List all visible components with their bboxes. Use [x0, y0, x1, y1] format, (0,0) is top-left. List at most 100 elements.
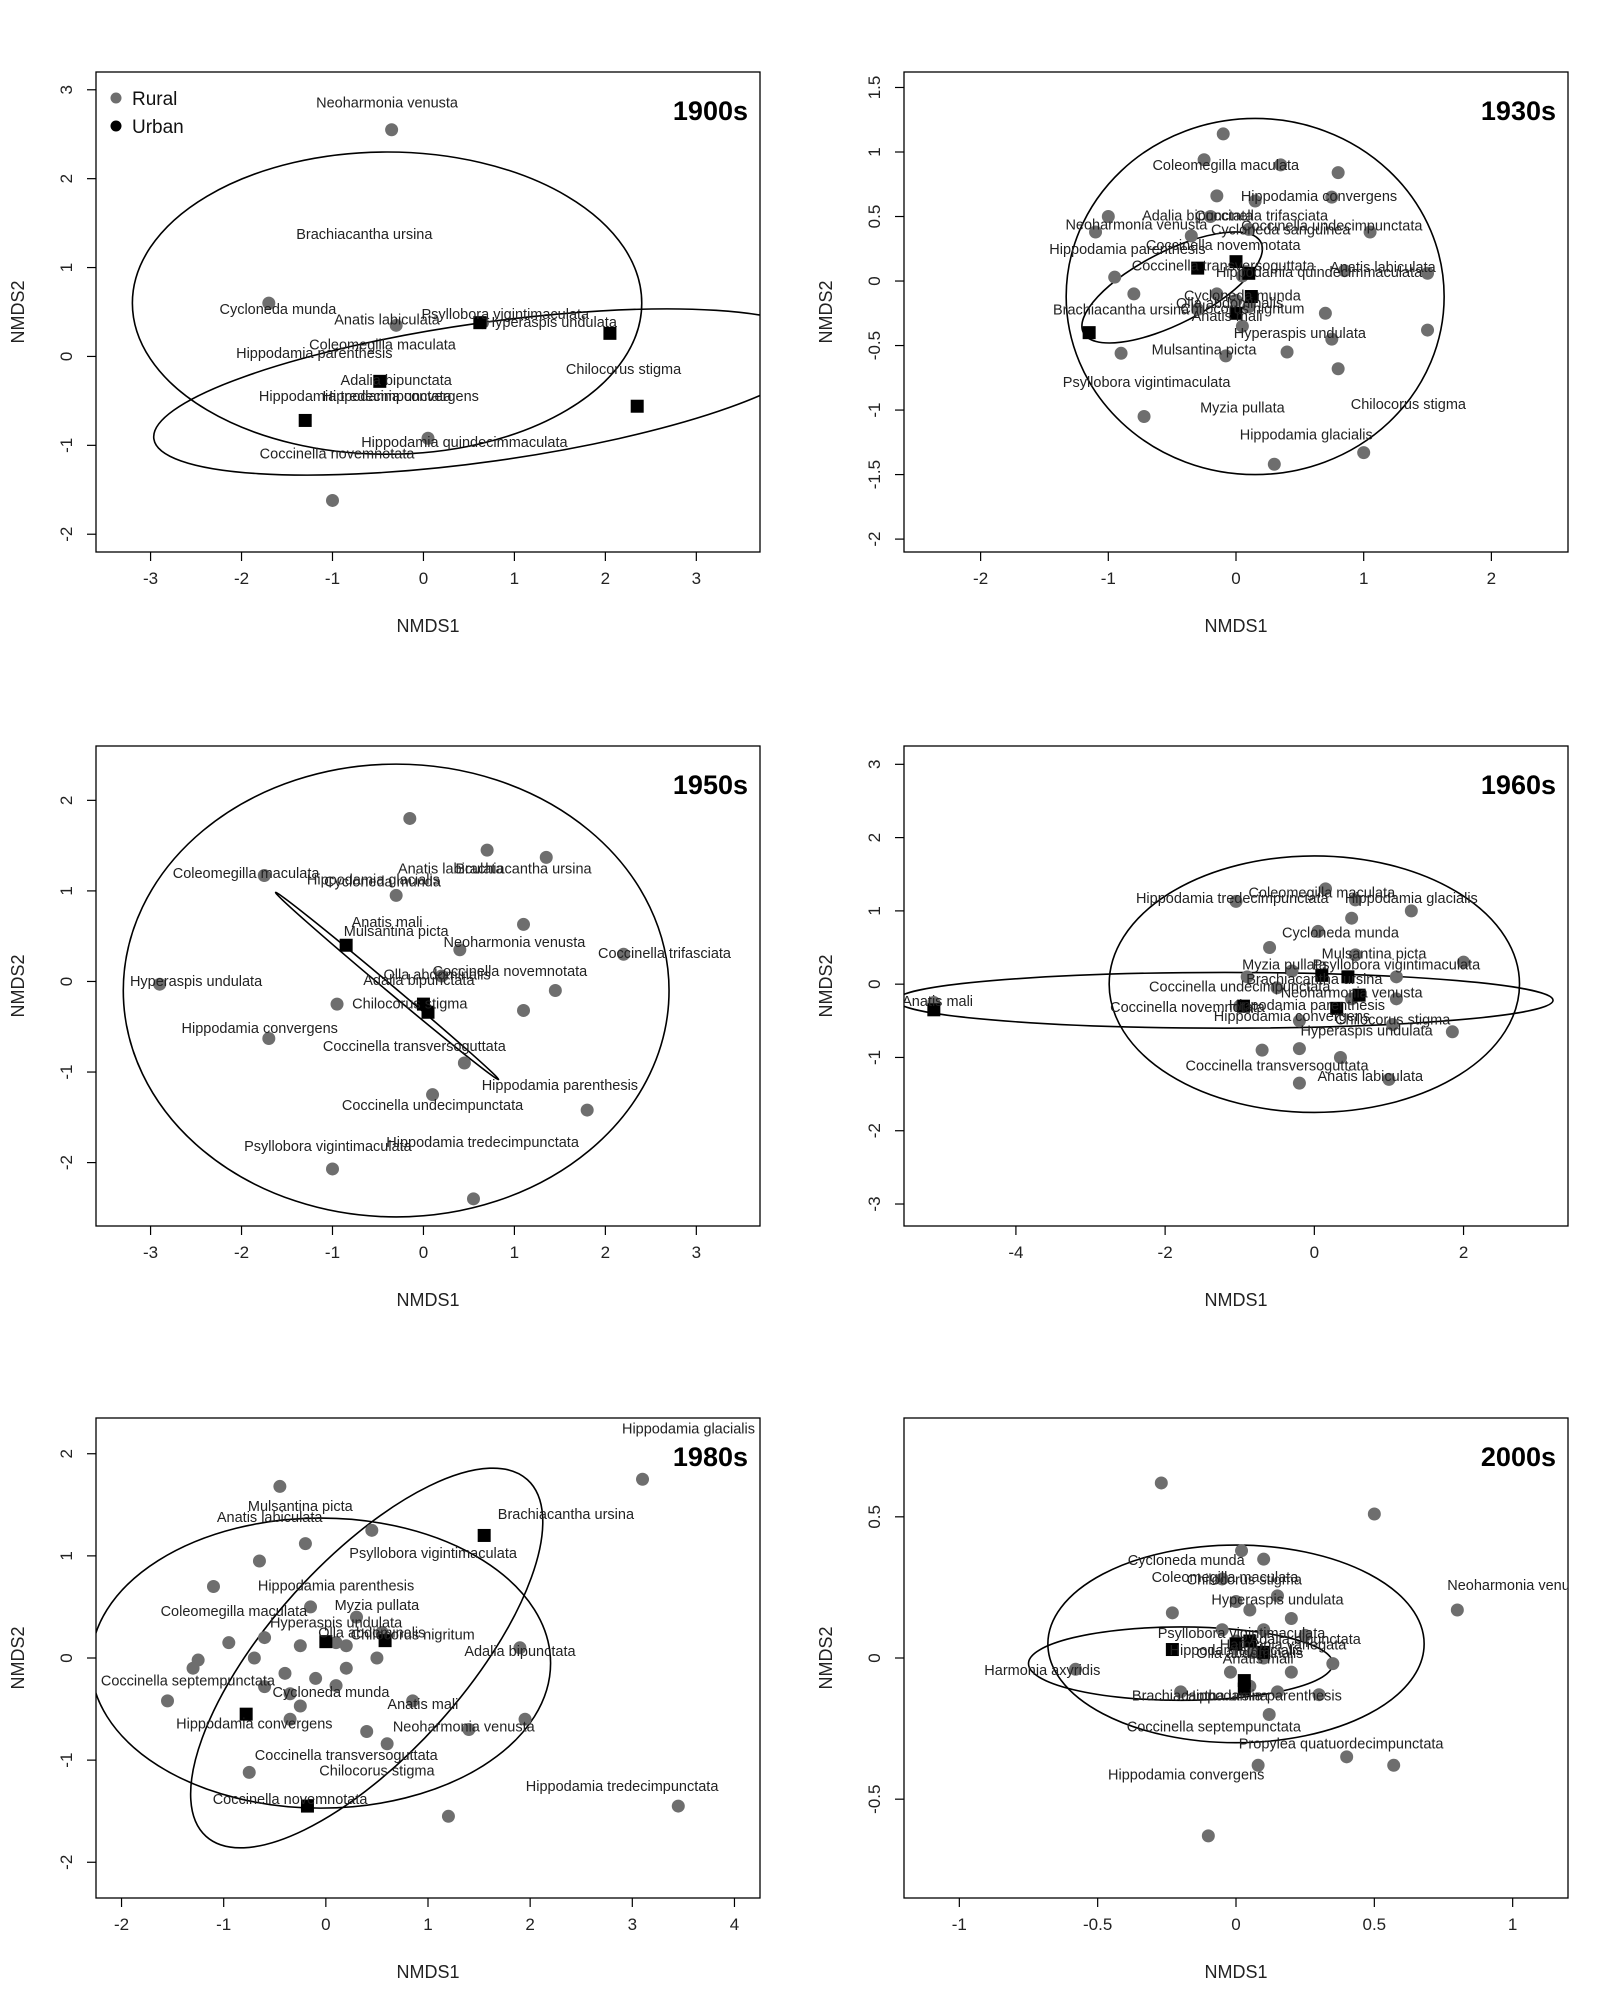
species-label: Coccinella transversoguttata — [323, 1039, 507, 1055]
urban-point — [1229, 255, 1243, 269]
x-axis-label: NMDS1 — [1204, 1290, 1267, 1310]
species-label: Myzia pullata — [1242, 958, 1328, 974]
panel-1960s: -4 -2 0 2 -3 -2 -1 0 1 2 3 NMDS1 NMDS2 Coleomegilla m… — [816, 745, 1569, 1310]
y-tick-label: 0 — [865, 276, 884, 285]
rural-point — [1203, 210, 1217, 224]
rural-point — [252, 1554, 266, 1568]
rural-point — [1210, 189, 1224, 203]
rural-point — [360, 1725, 374, 1739]
rural-point — [517, 917, 531, 931]
x-tick-label: -1 — [216, 1915, 231, 1934]
rural-point — [441, 1809, 455, 1823]
rural-point — [539, 850, 553, 864]
rural-point — [1262, 1707, 1276, 1721]
rural-point — [153, 977, 167, 991]
rural-point — [1338, 264, 1352, 278]
y-tick-label: -1 — [865, 1050, 884, 1065]
x-tick-label: 0 — [419, 1243, 428, 1262]
species-label: Hyperaspis undulata — [1234, 326, 1367, 342]
x-tick-label: 3 — [692, 1243, 701, 1262]
rural-point — [1216, 127, 1230, 141]
species-label: Anatis mali — [1223, 1652, 1294, 1668]
rural-point — [1210, 287, 1224, 301]
urban-point — [373, 374, 387, 388]
rural-point — [462, 1722, 476, 1736]
rural-point — [349, 1610, 363, 1624]
urban-point — [339, 938, 353, 952]
rural-point — [1274, 158, 1288, 172]
rural-point — [1127, 287, 1141, 301]
rural-point — [206, 1580, 220, 1594]
species-label: Coccinella novemnotata — [1146, 238, 1302, 254]
species-label: Mulsantina picta — [1152, 343, 1258, 359]
x-tick-label: -1 — [325, 1243, 340, 1262]
rural-point — [421, 431, 435, 445]
y-tick-label: -2 — [57, 1855, 76, 1870]
rural-point — [1267, 457, 1281, 471]
species-label: Harmonia variegata — [1220, 1638, 1347, 1654]
rural-point — [1101, 210, 1115, 224]
x-tick-label: 0.5 — [1363, 1915, 1387, 1934]
species-label: Cycloneda munda — [273, 1685, 391, 1701]
x-tick-label: 2 — [1487, 569, 1496, 588]
y-tick-label: 0 — [865, 979, 884, 988]
species-label: Hippodamia glacialis — [1170, 1643, 1303, 1659]
species-label: Adalia bipunctata — [1142, 208, 1254, 224]
species-label: Hippodamia parenthesis — [482, 1078, 638, 1094]
panel-1900s: -3 -2 -1 0 1 2 3 -2 -1 0 1 2 3 NMDS1 NMDS2 Neoharmonia … — [8, 71, 761, 636]
species-label: Anatis labiculata — [217, 1510, 324, 1526]
rural-point — [1445, 1025, 1459, 1039]
rural-point — [1069, 1662, 1083, 1676]
rural-point — [617, 947, 631, 961]
species-label: Brachiacantha ursina — [498, 1507, 635, 1523]
species-label: Brachiacantha ursina — [1132, 1688, 1269, 1704]
species-label: Neoharmonia venusta — [393, 1720, 536, 1736]
species-label: Hyperaspis undulata — [485, 315, 618, 331]
rural-point — [1215, 1623, 1229, 1637]
rural-point — [1298, 1628, 1312, 1642]
rural-point — [1457, 955, 1471, 969]
rural-point — [283, 1687, 297, 1701]
species-label: Psyllobora vigintimaculata — [1158, 1626, 1327, 1642]
species-label: Anatis labiculata — [1330, 260, 1437, 276]
rural-point — [1165, 1606, 1179, 1620]
confidence-ellipse — [1047, 1544, 1425, 1744]
rural-point — [247, 1651, 261, 1665]
rural-point — [1331, 362, 1345, 376]
urban-point — [1352, 988, 1366, 1002]
species-label: Hippodamia convergens — [182, 1021, 338, 1037]
species-label: Hyperaspis undulata — [270, 1615, 403, 1631]
rural-point — [1387, 1758, 1401, 1772]
species-label: Coccinella novemnotata — [260, 447, 416, 463]
species-label: Cycloneda sanguinea — [1211, 223, 1351, 239]
plot-frame — [903, 745, 1569, 1227]
species-label: Propylea quatuordecimpunctata — [1239, 1736, 1445, 1752]
plot-area: Neoharmonia venusta Brachiacantha ursina C… — [131, 96, 760, 507]
y-tick-label: -1 — [57, 1753, 76, 1768]
panel-title: 1980s — [673, 1442, 748, 1472]
rural-point — [298, 1537, 312, 1551]
species-label: Chilocorus stigma — [1187, 1573, 1303, 1589]
rural-point — [1191, 302, 1205, 316]
plot-area: Coleomegilla maculata Hippodamia converge… — [1049, 117, 1467, 476]
species-label: Coleomegilla maculata — [1152, 158, 1300, 174]
y-tick-label: 3 — [57, 85, 76, 94]
y-tick-label: -1 — [57, 438, 76, 453]
y-axis-label: NMDS2 — [816, 1626, 836, 1689]
rural-point — [580, 1103, 594, 1117]
rural-point — [1257, 1552, 1271, 1566]
rural-point — [1242, 222, 1256, 236]
urban-point — [1315, 968, 1329, 982]
species-label: Hippodamia tredecimpunctata — [386, 1135, 580, 1151]
x-tick-label: 2 — [525, 1915, 534, 1934]
rural-point — [365, 1523, 379, 1537]
species-label: Myzia pullata — [335, 1598, 421, 1614]
species-label: Chilocorus stigma — [319, 1763, 435, 1779]
y-axis-label: NMDS2 — [8, 1626, 28, 1689]
y-tick-label: -1 — [865, 403, 884, 418]
rural-point — [1450, 1603, 1464, 1617]
y-tick-label: 0 — [57, 1653, 76, 1662]
rural-point — [1243, 1603, 1257, 1617]
rural-point — [1285, 964, 1299, 978]
